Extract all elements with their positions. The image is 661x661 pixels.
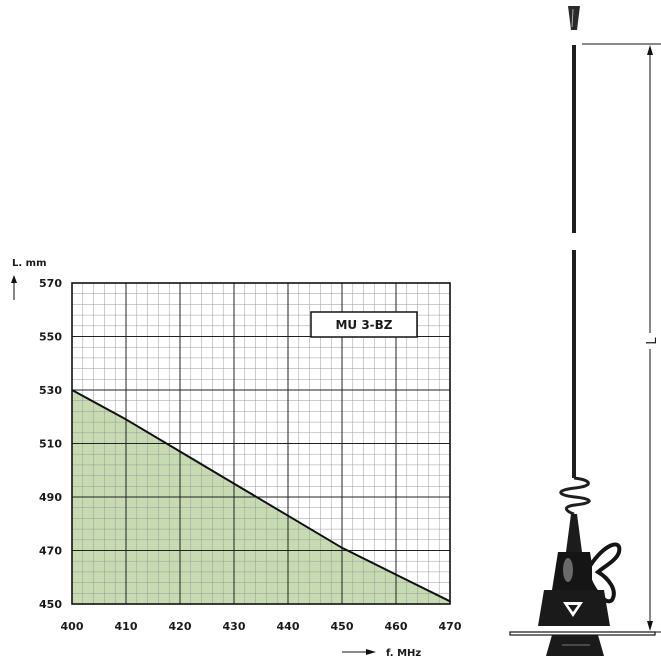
y-axis-title-group: L. mm: [11, 258, 47, 300]
dimension-label-gap: [644, 333, 656, 349]
x-tick-label: 440: [277, 620, 300, 633]
y-tick-label: 450: [39, 598, 62, 611]
y-tick-label: 570: [39, 277, 62, 290]
y-axis-arrow-icon: [11, 275, 17, 283]
antenna-base-highlight: [563, 558, 573, 582]
data-point: [395, 573, 397, 576]
y-tick-labels: 570 550 530 510 490 470 450: [39, 277, 62, 611]
legend-label: MU 3-BZ: [335, 318, 392, 332]
y-axis-title: L. mm: [12, 258, 47, 269]
y-tick-label: 510: [39, 438, 62, 451]
data-point: [179, 450, 181, 453]
x-tick-labels: 400 410 420 430 440 450 460 470: [61, 620, 462, 633]
antenna-drawing: L: [509, 6, 661, 656]
data-point: [287, 514, 289, 517]
dimension-arrow-top-icon: [647, 45, 653, 55]
antenna-ferrule: [566, 514, 582, 552]
data-point: [233, 482, 235, 485]
length-frequency-chart: 400 410 420 430 440 450 460 470 570 550 530 510 490…: [11, 258, 462, 659]
y-tick-label: 470: [39, 545, 62, 558]
antenna-whip-upper: [572, 45, 576, 233]
legend: MU 3-BZ: [310, 311, 418, 338]
y-tick-label: 490: [39, 491, 62, 504]
x-tick-label: 470: [439, 620, 462, 633]
legend-box: [310, 311, 418, 338]
data-point: [449, 600, 451, 603]
y-tick-label: 550: [39, 331, 62, 344]
data-point: [125, 418, 127, 421]
antenna-tip-cap: [568, 6, 580, 30]
antenna-coil: [559, 476, 591, 516]
data-point: [341, 547, 343, 549]
dimension-label: L: [645, 337, 660, 345]
x-tick-label: 400: [61, 620, 84, 633]
x-axis-arrow-icon: [366, 649, 376, 655]
x-tick-label: 420: [169, 620, 192, 633]
antenna-whip-lower: [572, 250, 576, 478]
x-tick-label: 450: [331, 620, 354, 633]
antenna-tip-highlight: [571, 8, 574, 28]
plot-frame: [71, 282, 451, 605]
y-tick-label: 530: [39, 384, 62, 397]
dimension-arrow-bottom-icon: [647, 621, 653, 631]
antenna-mount-emblem-inner: [568, 605, 578, 612]
x-tick-label: 460: [385, 620, 408, 633]
data-point: [71, 389, 73, 391]
dimension-indicator: L: [582, 43, 661, 633]
x-axis-title: f. MHz: [386, 648, 421, 659]
antenna-base-body: [552, 552, 596, 590]
x-tick-label: 430: [223, 620, 246, 633]
x-axis-title-group: f. MHz: [342, 648, 421, 659]
series-points: [71, 389, 451, 603]
series-line: [71, 389, 451, 603]
x-tick-label: 410: [115, 620, 138, 633]
